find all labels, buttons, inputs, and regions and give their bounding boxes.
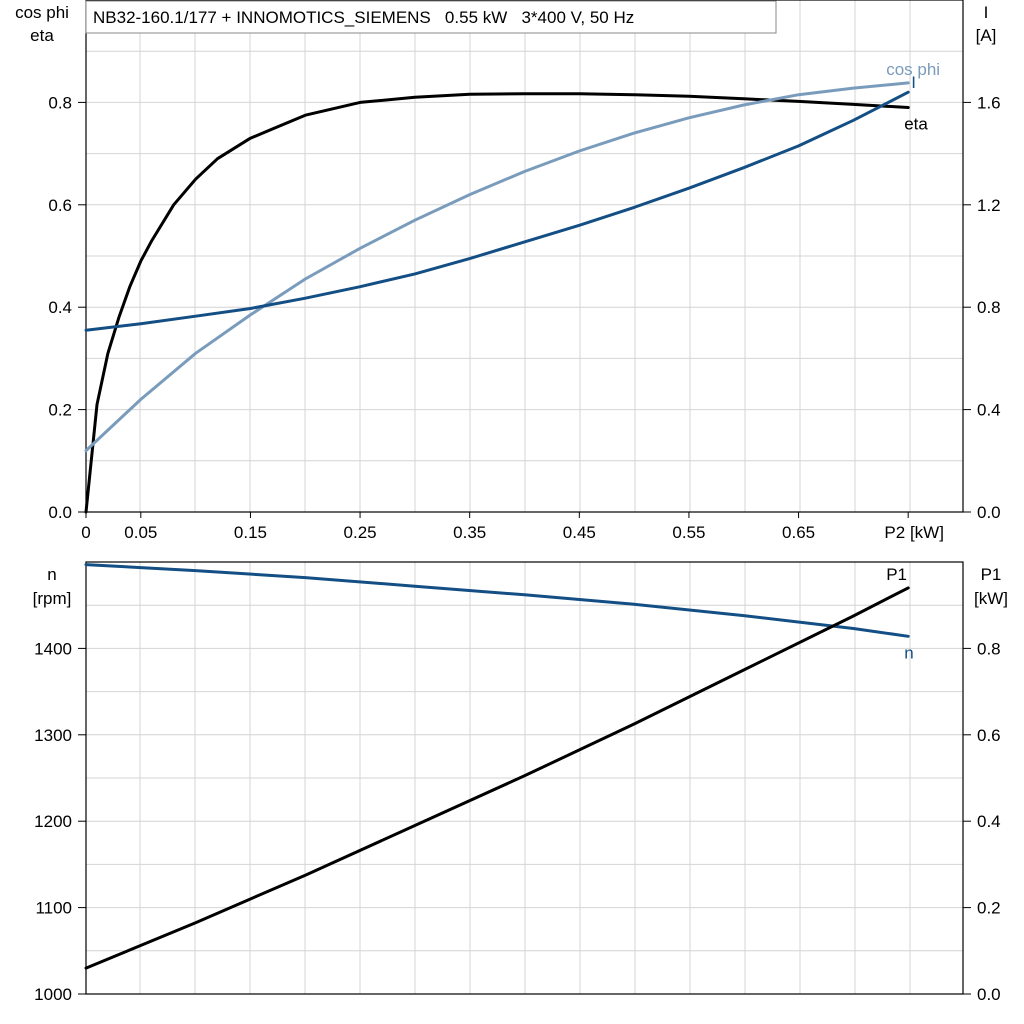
axis-layer: 1000 1100 1200 1300 1400 0.0 0.2 0.4 0.6 0.8: [34, 639, 1000, 1004]
y-tick-label-right: 0.2: [977, 899, 1001, 918]
axis-layer: 0.0 0.2 0.4 0.6 0.8 0.0 0.4 0.8 1.2 1.6 0 0.05 0.15 0…: [48, 93, 1000, 542]
plot-frame: [85, 561, 964, 995]
y-tick-label-left: 1300: [34, 726, 72, 745]
series-layer: n P1: [84, 563, 914, 970]
speed-power-panel: nP1 100011001200130014000.00.20.40.60.8 …: [33, 561, 1008, 1004]
chart-title: NB32-160.1/177 + INNOMOTICS_SIEMENS 0.55…: [93, 8, 634, 27]
y-axis-label-left-line2: eta: [30, 26, 54, 45]
y-tick-label-left: 0.0: [48, 503, 72, 522]
series-label-eta: eta: [904, 115, 928, 134]
y-axis-label-right-line1: P1: [981, 565, 1002, 584]
y-tick-label-right: 0.0: [977, 985, 1001, 1004]
y-tick-label-right: 0.8: [977, 639, 1001, 658]
y-tick-label-right: 0.6: [977, 726, 1001, 745]
x-tick-label: 0.55: [672, 523, 705, 542]
series-line-p1: [84, 586, 910, 970]
series-label-i: I: [911, 73, 916, 92]
grid-lines: [86, 562, 963, 994]
y-tick-label-left: 1000: [34, 985, 72, 1004]
y-tick-label-right: 0.4: [977, 812, 1001, 831]
y-tick-label-left: 1400: [34, 639, 72, 658]
y-axis-label-left-line1: n: [47, 565, 56, 584]
y-tick-label-right: 0.0: [977, 503, 1001, 522]
series-label-cos-phi: cos phi: [886, 60, 940, 79]
y-tick-label-left: 1200: [34, 812, 72, 831]
plot-frame: [85, 0, 964, 513]
x-tick-label: 0.45: [563, 523, 596, 542]
x-tick-label: 0.65: [782, 523, 815, 542]
y-tick-label-right: 0.8: [977, 298, 1001, 317]
y-axis-label-right-line1: I: [984, 3, 989, 22]
x-tick-label: 0.35: [453, 523, 486, 542]
y-tick-label-left: 1100: [35, 899, 72, 918]
x-tick-label: 0.25: [344, 523, 377, 542]
x-axis-label: P2 [kW]: [884, 523, 944, 542]
x-tick-label: 0.05: [124, 523, 157, 542]
y-tick-label-right: 0.4: [977, 401, 1001, 420]
y-tick-label-left: 0.4: [48, 298, 72, 317]
x-tick-label: 0.15: [234, 523, 267, 542]
y-axis-label-right-line2: [A]: [976, 26, 997, 45]
series-label-n: n: [904, 643, 913, 662]
y-tick-label-left: 0.2: [48, 401, 72, 420]
y-tick-label-right: 1.2: [977, 196, 1001, 215]
y-tick-label-left: 0.8: [48, 93, 72, 112]
y-axis-label-right-line2: [kW]: [974, 589, 1008, 608]
series-line-i: [84, 90, 910, 332]
y-tick-label-right: 1.6: [977, 93, 1001, 112]
x-tick-label: 0: [81, 523, 90, 542]
y-axis-label-left-line1: cos phi: [15, 3, 69, 22]
y-tick-label-left: 0.6: [48, 196, 72, 215]
series-label-p1: P1: [886, 565, 907, 584]
chart-title-box: NB32-160.1/177 + INNOMOTICS_SIEMENS 0.55…: [85, 0, 777, 34]
series-line-cos-phi: [84, 81, 910, 453]
y-axis-label-left-line2: [rpm]: [33, 589, 72, 608]
chart-title-frame: [85, 0, 777, 34]
grid-lines: [86, 0, 963, 512]
series-line-eta: [84, 92, 910, 514]
series-line-n: [84, 563, 910, 638]
